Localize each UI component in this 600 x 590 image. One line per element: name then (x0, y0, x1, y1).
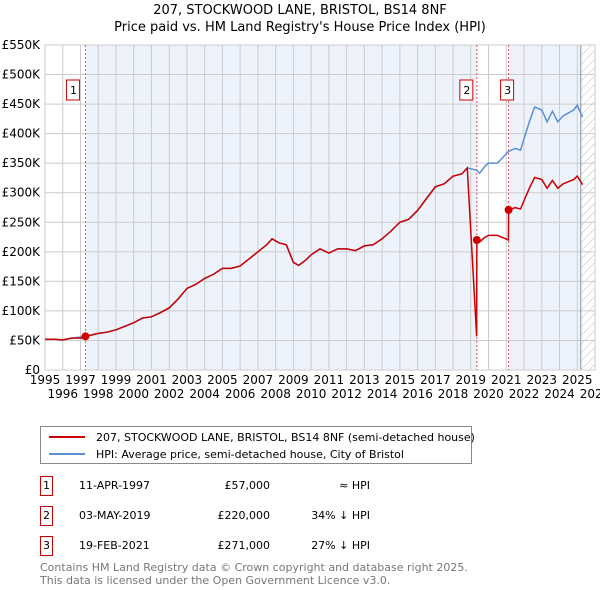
legend-label-price: 207, STOCKWOOD LANE, BRISTOL, BS14 8NF (… (96, 430, 475, 444)
transaction-hpi: 27% ↓ HPI (311, 539, 370, 552)
x-tick-label: 2018 (438, 387, 469, 401)
x-tick-label: 2001 (136, 373, 167, 387)
x-tick-label: 2022 (509, 387, 540, 401)
x-tick-label: 2013 (349, 373, 380, 387)
x-tick-label: 1999 (101, 373, 132, 387)
legend-item-price: 207, STOCKWOOD LANE, BRISTOL, BS14 8NF (… (49, 429, 475, 445)
sale-label-box (500, 79, 515, 101)
legend-swatch-price (49, 436, 85, 438)
x-tick-label: 2017 (420, 373, 451, 387)
x-tick-label: 2007 (243, 373, 274, 387)
y-tick-label: £250K (2, 215, 42, 229)
transaction-number: 2 (40, 506, 53, 526)
y-tick-label: £200K (2, 245, 42, 259)
transaction-price: £57,000 (224, 479, 271, 492)
transaction-date: 11-APR-1997 (79, 479, 151, 492)
legend: 207, STOCKWOOD LANE, BRISTOL, BS14 8NF (… (40, 426, 475, 464)
transaction-price: £220,000 (217, 509, 271, 522)
transaction-date: 03-MAY-2019 (79, 509, 151, 522)
chart-title: 207, STOCKWOOD LANE, BRISTOL, BS14 8NF (153, 3, 447, 18)
x-tick-label: 2025 (562, 373, 593, 387)
sale-point (504, 205, 513, 214)
sale-label-box (65, 79, 80, 101)
x-tick-label: 2004 (189, 387, 220, 401)
x-tick-label: 2015 (385, 373, 416, 387)
y-tick-label: £100K (2, 304, 42, 318)
x-tick-label: 1998 (83, 387, 114, 401)
x-tick-label: 2012 (331, 387, 362, 401)
x-tick-label: 1996 (47, 387, 78, 401)
sale-label-box (459, 79, 474, 101)
sale-label-number: 1 (70, 84, 77, 97)
sale-point (81, 332, 90, 341)
x-tick-label: 2006 (225, 387, 256, 401)
x-tick-label: 2005 (207, 373, 238, 387)
x-tick-label: 2016 (402, 387, 433, 401)
y-tick-label: £150K (2, 274, 42, 288)
legend-swatch-hpi (49, 453, 85, 455)
sale-label-number: 2 (463, 84, 470, 97)
x-tick-label: 2010 (296, 387, 327, 401)
y-tick-label: £0 (25, 363, 40, 377)
y-tick-label: £50K (9, 333, 41, 347)
future-hatch (580, 45, 595, 370)
sale-label-number: 3 (504, 84, 511, 97)
price-line (45, 166, 584, 341)
transaction-number: 1 (40, 476, 53, 496)
transaction-row: 2 03-MAY-2019 £220,000 34% ↓ HPI (40, 506, 600, 526)
x-tick-label: 2014 (367, 387, 398, 401)
x-tick-label: 2009 (278, 373, 309, 387)
x-tick-label: 2020 (473, 387, 504, 401)
transaction-hpi: ≈ HPI (339, 479, 370, 492)
x-tick-label: 2000 (118, 387, 149, 401)
x-tick-label: 2011 (314, 373, 345, 387)
shade-region (508, 45, 581, 370)
x-tick-label: 2019 (456, 373, 487, 387)
x-tick-label: 2024 (544, 387, 575, 401)
shade-region (85, 45, 477, 370)
x-tick-label: 1995 (30, 373, 61, 387)
transaction-row: 1 11-APR-1997 £57,000 ≈ HPI (40, 476, 600, 496)
price-chart: £0 £50K £100K £150K £200K £250K £300K £350K £400… (2, 38, 600, 401)
x-tick-label: 2023 (527, 373, 558, 387)
footer-licence: This data is licensed under the Open Gov… (40, 574, 391, 587)
y-tick-label: £350K (2, 156, 42, 170)
x-tick-label: 2021 (491, 373, 522, 387)
plot-frame (44, 44, 596, 371)
x-tick-label: 2026 (580, 387, 600, 401)
y-tick-label: £400K (2, 127, 42, 141)
transaction-hpi: 34% ↓ HPI (311, 509, 370, 522)
y-tick-label: £550K (2, 38, 42, 52)
x-tick-label: 2003 (172, 373, 203, 387)
y-tick-label: £450K (2, 97, 42, 111)
sale-point (472, 236, 481, 244)
legend-label-hpi: HPI: Average price, semi-detached house,… (96, 447, 404, 461)
x-tick-label: 1997 (65, 373, 96, 387)
transaction-price: £271,000 (217, 539, 271, 552)
transaction-number: 3 (40, 536, 53, 556)
footer-copyright: Contains HM Land Registry data © Crown c… (40, 561, 468, 574)
y-tick-label: £500K (2, 68, 42, 82)
chart-subtitle: Price paid vs. HM Land Registry's House … (114, 20, 486, 35)
legend-item-hpi: HPI: Average price, semi-detached house,… (49, 446, 404, 462)
transaction-date: 19-FEB-2021 (79, 539, 150, 552)
x-tick-label: 2002 (154, 387, 185, 401)
y-tick-label: £300K (2, 186, 42, 200)
footer: Contains HM Land Registry data © Crown c… (40, 561, 468, 587)
transaction-row: 3 19-FEB-2021 £271,000 27% ↓ HPI (40, 536, 600, 556)
x-tick-label: 2008 (260, 387, 291, 401)
